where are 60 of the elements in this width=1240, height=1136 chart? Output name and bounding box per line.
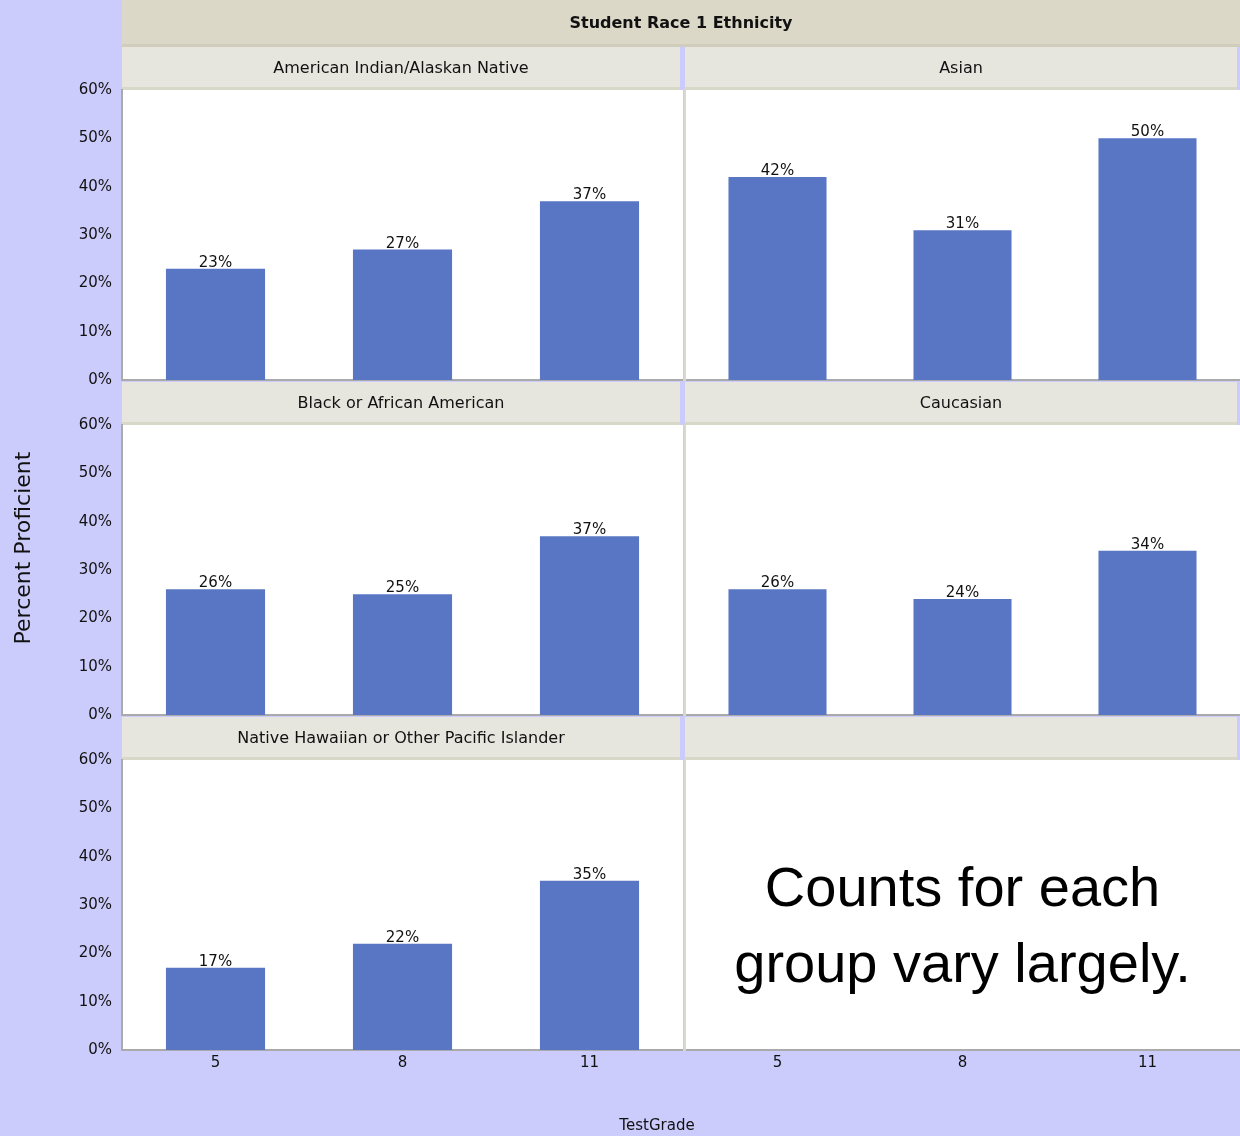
y-tick-label: 30%: [78, 224, 112, 243]
y-tick-label: 50%: [78, 463, 112, 482]
data-label: 37%: [572, 185, 607, 204]
bar: [165, 589, 266, 715]
bar: [352, 594, 453, 715]
data-label: 31%: [945, 214, 980, 233]
data-label: 42%: [760, 161, 795, 179]
chart-title: Caucasian: [919, 392, 1003, 412]
y-tick-label: 10%: [78, 656, 112, 675]
data-label: 22%: [385, 927, 420, 946]
bar: [352, 943, 453, 1050]
text: Student Race 1 Ethnicity: [569, 12, 793, 32]
chart-title: American Indian/Alaskan Native: [273, 57, 529, 77]
y-tick-label: 20%: [78, 943, 112, 962]
annotation: Counts for each group vary largely.: [733, 854, 1192, 996]
data-label: 26%: [198, 573, 233, 592]
x-tick-label: 5: [210, 1052, 221, 1071]
y-tick-label: 40%: [78, 176, 112, 195]
data-label: 34%: [1130, 534, 1165, 553]
bar: [165, 268, 266, 380]
y-tick-label: 30%: [78, 559, 112, 578]
bar: [352, 249, 453, 380]
x-tick-label: 5: [772, 1052, 783, 1071]
bar: [165, 967, 266, 1050]
y-tick-label: 40%: [78, 846, 112, 865]
y-tick-label: 0%: [88, 704, 112, 723]
data-label: 26%: [760, 573, 795, 592]
data-label: 35%: [572, 864, 607, 883]
y-axis-title: Percent Proficient: [9, 451, 35, 645]
y-tick-label: 10%: [78, 321, 112, 340]
chart-title: Asian: [939, 57, 983, 77]
data-label: 24%: [945, 583, 980, 601]
x-axis-title: TestGrade: [619, 1116, 695, 1134]
y-tick-label: 0%: [88, 1039, 112, 1058]
y-tick-label: 60%: [78, 79, 112, 98]
chart-title: Native Hawaiian or Other Pacific Islander: [237, 727, 565, 747]
x-tick-label: 11: [579, 1052, 600, 1071]
bar: [539, 536, 640, 715]
y-tick-label: 60%: [78, 749, 112, 768]
chart-title: Black or African American: [297, 392, 505, 412]
y-tick-label: 10%: [78, 991, 112, 1010]
y-tick-label: 30%: [78, 894, 112, 913]
bar: [539, 880, 640, 1050]
x-tick-label: 8: [397, 1052, 408, 1071]
bar: [539, 201, 640, 380]
y-tick-label: 40%: [78, 511, 112, 530]
y-tick-label: 50%: [78, 128, 112, 147]
y-tick-label: 20%: [78, 608, 112, 627]
x-tick-label: 11: [1137, 1052, 1158, 1071]
data-label: 37%: [572, 520, 607, 539]
data-label: 23%: [198, 252, 233, 271]
data-label: 27%: [385, 233, 420, 252]
y-tick-label: 20%: [78, 273, 112, 292]
y-tick-label: 0%: [88, 369, 112, 388]
y-tick-label: 60%: [78, 414, 112, 433]
y-tick-label: 50%: [78, 798, 112, 817]
data-label: 17%: [198, 951, 233, 970]
data-label: 50%: [1130, 122, 1165, 141]
data-label: 25%: [385, 578, 420, 597]
x-tick-label: 8: [957, 1052, 968, 1071]
